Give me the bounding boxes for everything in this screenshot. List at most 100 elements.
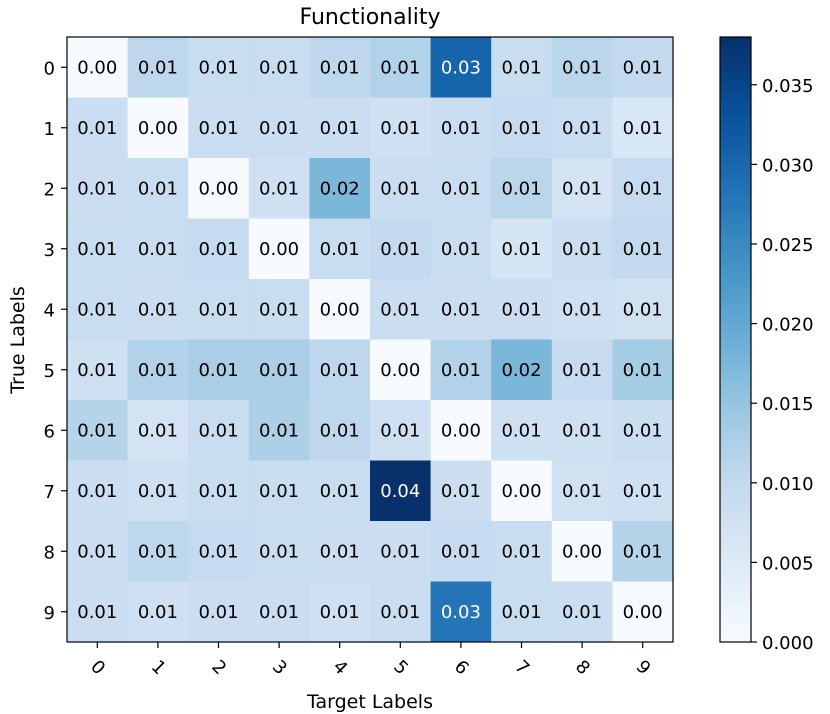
cell-value-label-8-4: 0.01 (320, 541, 360, 562)
cell-value-label-9-4: 0.01 (320, 602, 360, 623)
heatmap-cells: 0.00 0.01 0.01 0.01 0.01 0.01 0.03 0.01 0.01 0.01… (67, 37, 674, 643)
colorbar-tick-label-2: 0.010 (762, 474, 814, 495)
cell-value-label-4-3: 0.01 (259, 299, 299, 320)
cell-value-label-3-4: 0.01 (320, 239, 360, 260)
heatmap-cell-2-5 (370, 158, 432, 219)
heatmap-cell-0-0 (67, 37, 129, 98)
heatmap-cell-3-9 (612, 218, 674, 280)
heatmap-cell-0-7 (491, 37, 553, 98)
heatmap-cell-1-1 (127, 97, 189, 159)
cell-value-label-2-6: 0.01 (441, 178, 481, 199)
cell-value-label-6-6: 0.00 (441, 420, 481, 441)
heatmap-cell-6-2 (188, 400, 250, 461)
cell-value-label-7-8: 0.01 (562, 481, 602, 502)
cell-value-label-5-8: 0.01 (562, 360, 602, 381)
cell-value-label-2-0: 0.01 (77, 178, 117, 199)
cell-value-label-0-8: 0.01 (562, 57, 602, 78)
cell-value-label-8-1: 0.01 (138, 541, 178, 562)
cell-value-label-7-0: 0.01 (77, 481, 117, 502)
cell-value-label-6-3: 0.01 (259, 420, 299, 441)
heatmap-cell-3-2 (188, 218, 250, 280)
y-tick-label-9: 9 (44, 603, 55, 624)
cell-value-label-9-8: 0.01 (562, 602, 602, 623)
cell-value-label-6-2: 0.01 (198, 420, 238, 441)
plot-frame (66, 36, 674, 643)
cell-value-label-7-2: 0.01 (198, 481, 238, 502)
cell-value-label-8-0: 0.01 (77, 541, 117, 562)
cell-value-label-2-1: 0.01 (138, 178, 178, 199)
heatmap-cell-5-0 (67, 339, 129, 401)
cell-value-label-3-8: 0.01 (562, 239, 602, 260)
x-tick-label-3: 3 (268, 656, 291, 679)
heatmap-cell-9-9 (612, 581, 674, 643)
heatmap-cell-1-4 (309, 97, 371, 159)
heatmap-cell-4-1 (127, 279, 189, 340)
cell-value-label-2-4: 0.02 (320, 178, 360, 199)
colorbar-tick-label-1: 0.005 (762, 553, 814, 574)
colorbar-tick-label-3: 0.015 (762, 394, 814, 415)
heatmap-cell-2-4 (309, 158, 371, 219)
heatmap-cell-4-8 (551, 279, 613, 340)
cell-value-label-5-5: 0.00 (380, 360, 420, 381)
colorbar-ticks: 0.000 0.005 0.010 0.015 0.020 0.025 0.030 0.035 (751, 76, 814, 654)
chart-title: Functionality (300, 5, 441, 30)
cell-value-label-7-3: 0.01 (259, 481, 299, 502)
heatmap-cell-1-7 (491, 97, 553, 159)
heatmap-cell-5-2 (188, 339, 250, 401)
cell-value-label-1-7: 0.01 (501, 118, 541, 139)
heatmap-cell-3-8 (551, 218, 613, 280)
colorbar (719, 36, 752, 643)
heatmap-cell-4-4 (309, 279, 371, 340)
y-tick-label-5: 5 (44, 361, 55, 382)
cell-value-label-3-2: 0.01 (198, 239, 238, 260)
cell-value-label-3-3: 0.00 (259, 239, 299, 260)
cell-value-label-4-8: 0.01 (562, 299, 602, 320)
heatmap-cell-3-0 (67, 218, 129, 280)
heatmap-cell-7-0 (67, 460, 129, 522)
heatmap-cell-9-5 (370, 581, 432, 643)
cell-value-label-0-9: 0.01 (623, 57, 663, 78)
colorbar-tick-label-0: 0.000 (762, 633, 814, 654)
y-tick-label-3: 3 (44, 240, 55, 261)
heatmap-cell-2-7 (491, 158, 553, 219)
y-tick-label-7: 7 (44, 482, 55, 503)
cell-value-label-7-5: 0.04 (380, 481, 420, 502)
cell-value-label-3-7: 0.01 (501, 239, 541, 260)
cell-value-label-6-4: 0.01 (320, 420, 360, 441)
heatmap-cell-5-6 (430, 339, 492, 401)
x-tick-label-4: 4 (329, 656, 352, 679)
cell-value-label-2-7: 0.01 (501, 178, 541, 199)
heatmap-cell-7-6 (430, 460, 492, 522)
cell-value-label-2-3: 0.01 (259, 178, 299, 199)
cell-value-label-1-6: 0.01 (441, 118, 481, 139)
heatmap-cell-5-1 (127, 339, 189, 401)
cell-value-label-8-6: 0.01 (441, 541, 481, 562)
cell-value-label-6-8: 0.01 (562, 420, 602, 441)
heatmap-cell-2-9 (612, 158, 674, 219)
heatmap-cell-2-3 (248, 158, 310, 219)
cell-value-label-2-8: 0.01 (562, 178, 602, 199)
cell-value-label-9-9: 0.00 (623, 602, 663, 623)
heatmap-cell-5-5 (370, 339, 432, 401)
cell-value-label-4-1: 0.01 (138, 299, 178, 320)
heatmap-cell-7-8 (551, 460, 613, 522)
heatmap-cell-6-9 (612, 400, 674, 461)
cell-value-label-4-9: 0.01 (623, 299, 663, 320)
heatmap-cell-3-4 (309, 218, 371, 280)
heatmap-cell-8-5 (370, 521, 432, 582)
y-axis-title: True Labels (7, 286, 29, 395)
heatmap-cell-1-0 (67, 97, 129, 159)
heatmap-cell-8-9 (612, 521, 674, 582)
heatmap-cell-9-4 (309, 581, 371, 643)
cell-value-label-1-0: 0.01 (77, 118, 117, 139)
cell-value-label-5-6: 0.01 (441, 360, 481, 381)
cell-value-label-8-2: 0.01 (198, 541, 238, 562)
cell-value-label-4-7: 0.01 (501, 299, 541, 320)
cell-value-label-5-3: 0.01 (259, 360, 299, 381)
cell-value-label-1-8: 0.01 (562, 118, 602, 139)
heatmap-cell-4-0 (67, 279, 129, 340)
cell-value-label-6-9: 0.01 (623, 420, 663, 441)
heatmap-cell-8-7 (491, 521, 553, 582)
x-tick-label-8: 8 (571, 656, 594, 679)
heatmap-cell-0-1 (127, 37, 189, 98)
